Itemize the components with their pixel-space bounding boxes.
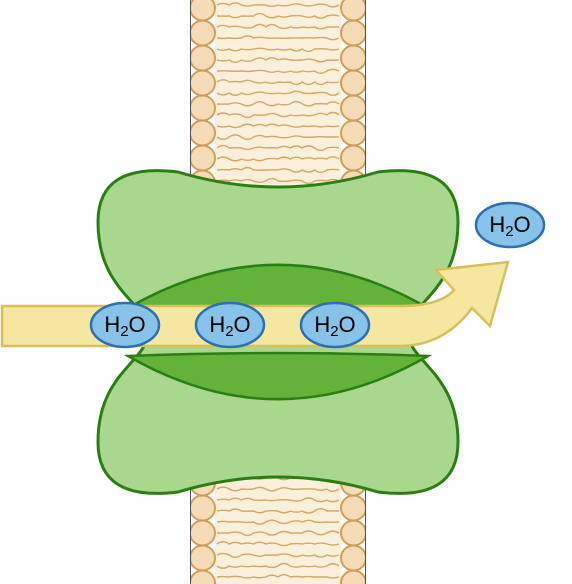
water-molecule: H2O xyxy=(301,303,369,347)
water-molecule: H2O xyxy=(476,203,544,247)
water-molecule: H2O xyxy=(196,303,264,347)
water-molecule: H2O xyxy=(91,303,159,347)
